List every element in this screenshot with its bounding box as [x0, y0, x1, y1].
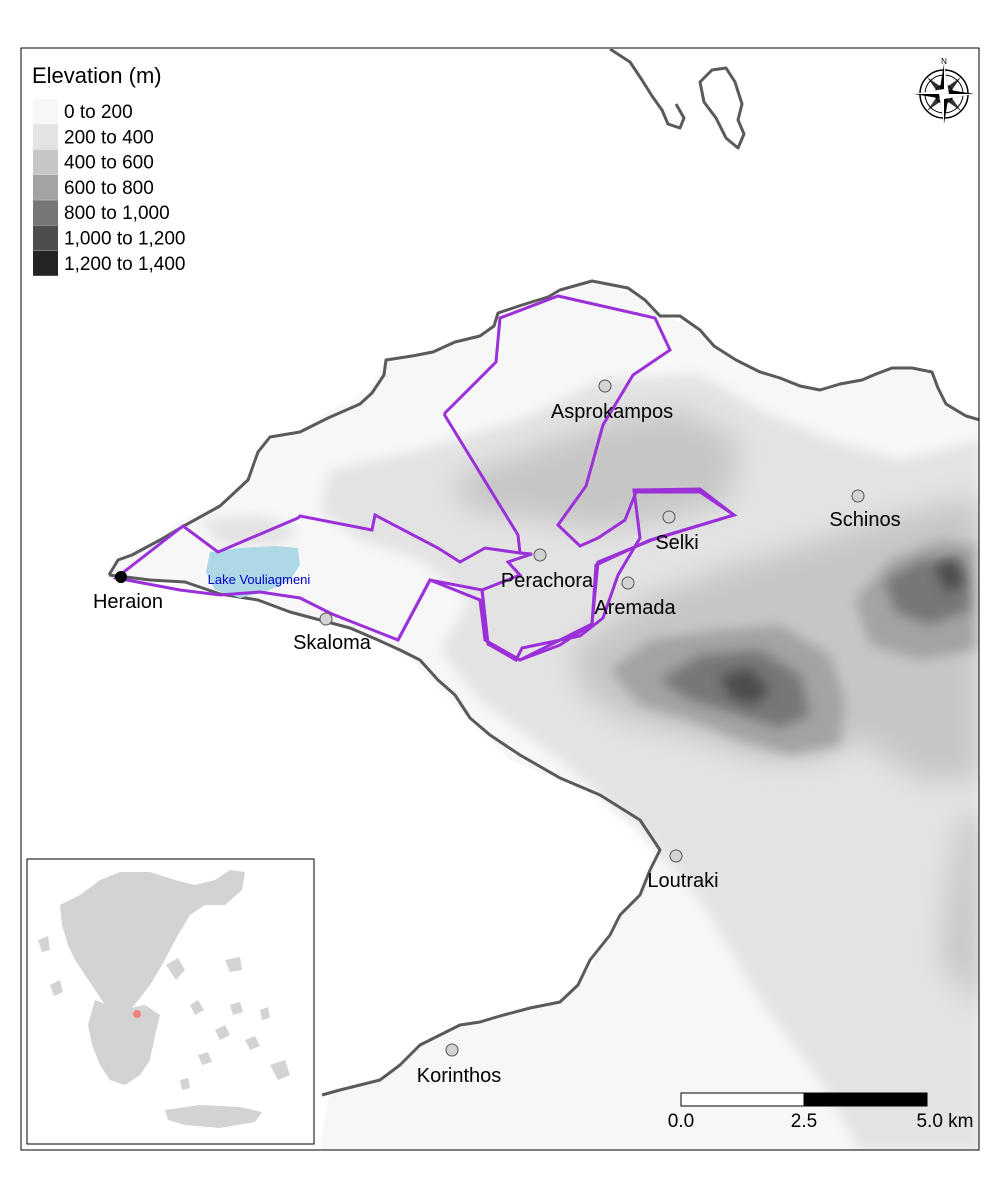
legend-label-6: 1,200 to 1,400: [64, 254, 186, 275]
legend-label-0: 0 to 200: [64, 102, 133, 123]
study-area-boundary-north: [396, 294, 738, 662]
skaloma-marker: [319, 612, 333, 626]
schinos-marker: [851, 489, 865, 503]
north-label: N: [941, 57, 947, 66]
inset-study-area-marker: [133, 1010, 141, 1018]
legend-swatch-0: [33, 99, 58, 124]
schinos-label: Schinos: [829, 509, 900, 531]
loutraki-marker: [669, 849, 683, 863]
legend-swatch-6: [33, 250, 58, 276]
asprokampos-marker: [598, 379, 612, 393]
legend-label-1: 200 to 400: [64, 127, 154, 148]
mainland-north: [609, 49, 686, 130]
legend-label-4: 800 to 1,000: [64, 203, 170, 224]
korinthos-label: Korinthos: [417, 1065, 502, 1087]
elevation-1000-1200: [720, 558, 965, 705]
inset-map: [26, 858, 315, 1145]
aremada-marker: [621, 576, 635, 590]
scale-bar: 0.0 2.5 5.0 km: [668, 1092, 974, 1132]
legend-title: Elevation (m): [32, 63, 162, 88]
legend: Elevation (m) 0 to 200 200 to 400 400 to 6…: [32, 63, 186, 276]
compass-rose-icon: N: [914, 57, 974, 124]
legend-items: 0 to 200 200 to 400 400 to 600 600 to 800 80…: [33, 99, 186, 276]
map-frame: [20, 47, 980, 1151]
legend-swatch-2: [33, 149, 58, 175]
heraion-marker: [115, 571, 127, 583]
island: [698, 66, 746, 150]
aremada-label: Aremada: [594, 597, 676, 619]
skaloma-label: Skaloma: [293, 632, 372, 654]
heraion-label: Heraion: [93, 591, 163, 613]
selki-label: Selki: [655, 532, 698, 554]
legend-swatch-3: [33, 174, 58, 200]
coastline: [107, 279, 979, 576]
loutraki-label: Loutraki: [647, 870, 718, 892]
scale-label-1: 2.5: [791, 1111, 817, 1132]
study-area-boundary-perachora: [442, 413, 522, 554]
legend-swatch-5: [33, 225, 58, 251]
asprokampos-label: Asprokampos: [551, 401, 673, 423]
legend-label-3: 600 to 800: [64, 178, 154, 199]
legend-label-2: 400 to 600: [64, 153, 154, 174]
lake-label: Lake Vouliagmeni: [208, 572, 311, 587]
selki-marker: [662, 510, 676, 524]
legend-label-5: 1,000 to 1,200: [64, 229, 186, 250]
inset-greece: [38, 870, 290, 1128]
legend-swatch-4: [33, 200, 58, 226]
perachora-marker: [533, 548, 547, 562]
legend-swatch-1: [33, 124, 58, 150]
scale-label-0: 0.0: [668, 1111, 694, 1132]
lake-vouliagmeni: [206, 546, 300, 598]
korinthos-marker: [445, 1043, 459, 1057]
scale-label-2: 5.0 km: [916, 1111, 973, 1132]
perachora-label: Perachora: [501, 570, 594, 592]
